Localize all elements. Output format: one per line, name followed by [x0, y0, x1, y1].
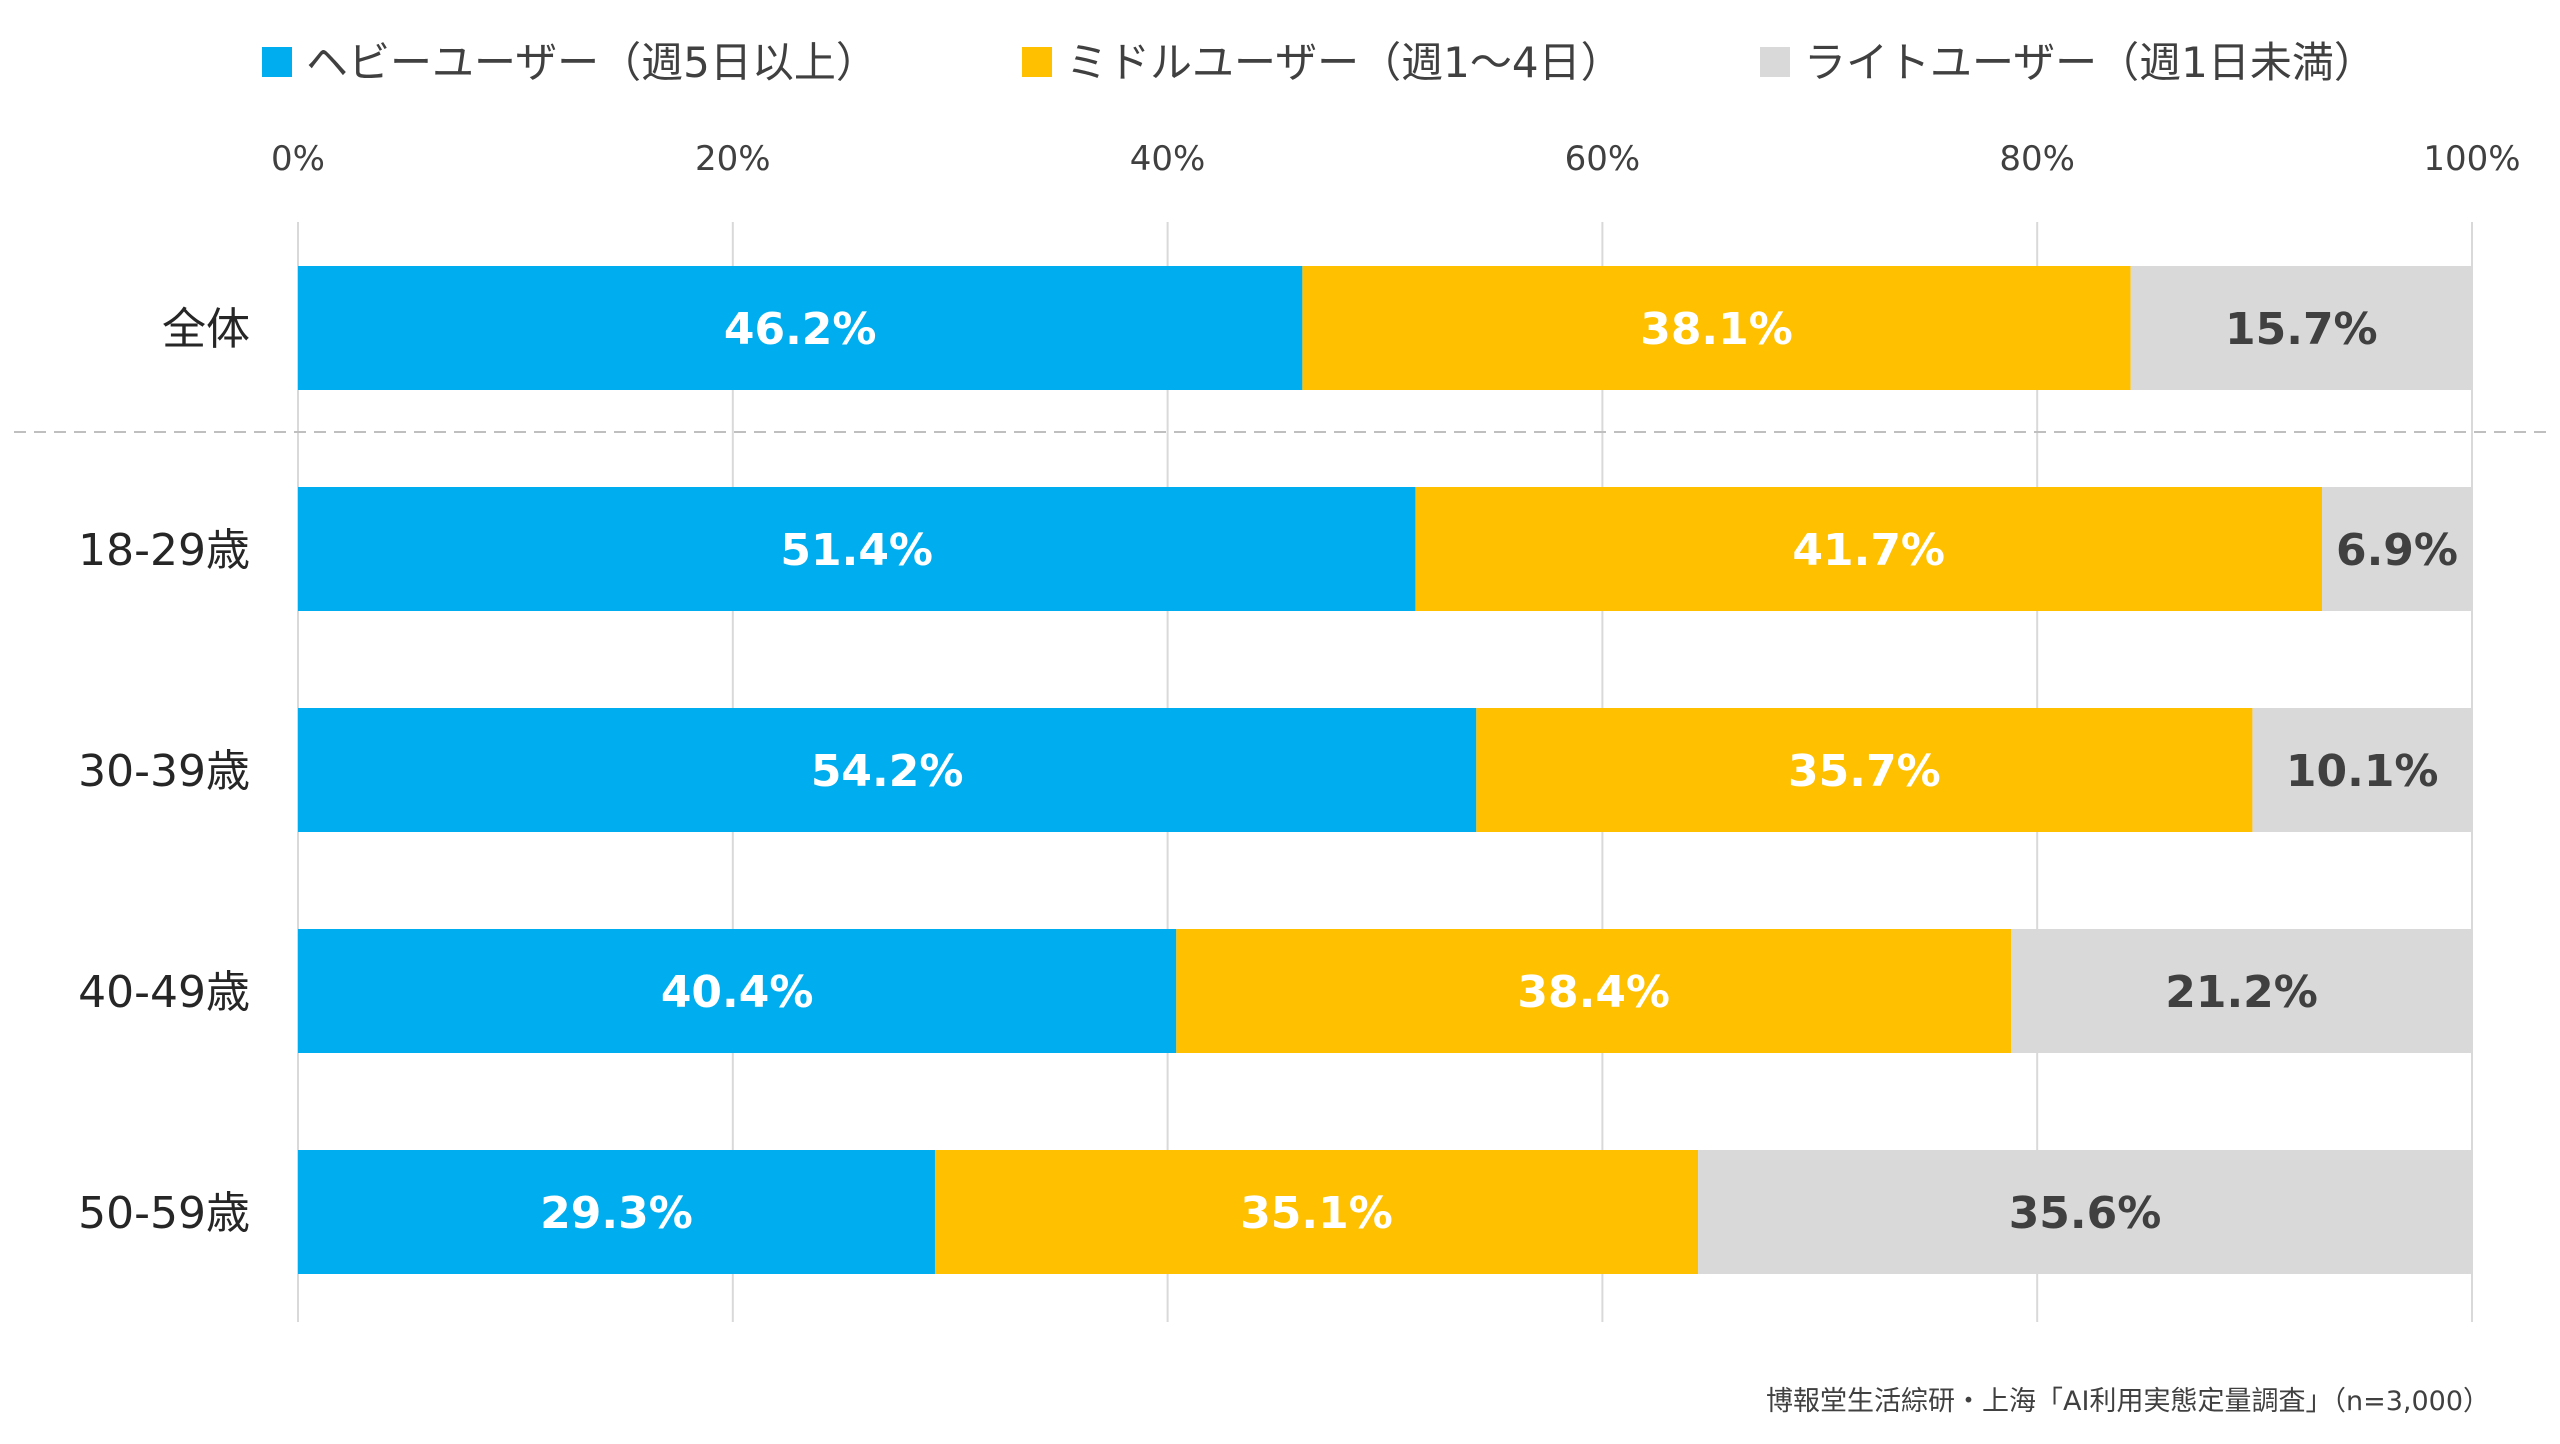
bar-segment	[298, 929, 1177, 1053]
data-label: 35.6%	[2009, 1188, 2162, 1239]
data-label: 35.7%	[1788, 746, 1941, 797]
bar-segment	[298, 487, 1416, 611]
data-label: 15.7%	[2225, 304, 2378, 355]
data-label: 38.1%	[1640, 304, 1793, 355]
bar-segment	[1302, 266, 2131, 390]
data-label: 6.9%	[2336, 525, 2458, 576]
data-label: 46.2%	[724, 304, 877, 355]
data-label: 29.3%	[540, 1188, 693, 1239]
x-tick-label: 80%	[1999, 139, 2075, 179]
x-tick-label: 100%	[2423, 139, 2520, 179]
category-labels: 全体 18-29歳 30-39歳 40-49歳 50-59歳	[78, 304, 250, 1239]
bar-segment	[1176, 929, 2012, 1053]
data-label: 21.2%	[2165, 967, 2318, 1018]
category-label: 50-59歳	[78, 1188, 250, 1239]
data-label: 51.4%	[780, 525, 933, 576]
source-note: 博報堂生活綜研・上海「AI利用実態定量調査」（n=3,000）	[1766, 1386, 2490, 1417]
category-label: 全体	[162, 304, 250, 355]
data-label: 38.4%	[1517, 967, 1670, 1018]
legend: ヘビーユーザー（週5日以上） ミドルユーザー（週1〜4日） ライトユーザー（週1日未…	[262, 38, 2376, 87]
legend-label: ミドルユーザー（週1〜4日）	[1066, 38, 1623, 87]
x-tick-label: 20%	[695, 139, 771, 179]
legend-swatch	[1022, 47, 1052, 77]
legend-label: ライトユーザー（週1日未満）	[1804, 38, 2376, 87]
legend-swatch	[1760, 47, 1790, 77]
bar-segment	[298, 1150, 935, 1274]
bar-segment	[1698, 1150, 2472, 1274]
bar-segment	[298, 266, 1303, 390]
bar-segment	[2321, 487, 2472, 611]
legend-label: ヘビーユーザー（週5日以上）	[306, 38, 878, 87]
bar-segment	[1476, 708, 2253, 832]
data-label: 10.1%	[2286, 746, 2439, 797]
x-tick-label: 60%	[1565, 139, 1641, 179]
bar-segment	[2130, 266, 2472, 390]
category-label: 18-29歳	[78, 525, 250, 576]
data-label: 40.4%	[661, 967, 814, 1018]
bar-segment	[934, 1150, 1699, 1274]
data-label: 35.1%	[1240, 1188, 1393, 1239]
x-tick-label: 0%	[271, 139, 325, 179]
bar-segment	[2252, 708, 2472, 832]
category-label: 40-49歳	[78, 967, 250, 1018]
legend-swatch	[262, 47, 292, 77]
x-tick-label: 40%	[1130, 139, 1206, 179]
bars: 46.2% 38.1% 15.7% 51.4% 41.7% 6.9% 54.2% 35.7% 1…	[298, 266, 2472, 1274]
data-label: 41.7%	[1792, 525, 1945, 576]
bar-segment	[1415, 487, 2322, 611]
x-axis-ticks: 0% 20% 40% 60% 80% 100%	[271, 139, 2521, 179]
bar-segment	[2011, 929, 2472, 1053]
bar-segment	[298, 708, 1477, 832]
category-label: 30-39歳	[78, 746, 250, 797]
data-label: 54.2%	[811, 746, 964, 797]
